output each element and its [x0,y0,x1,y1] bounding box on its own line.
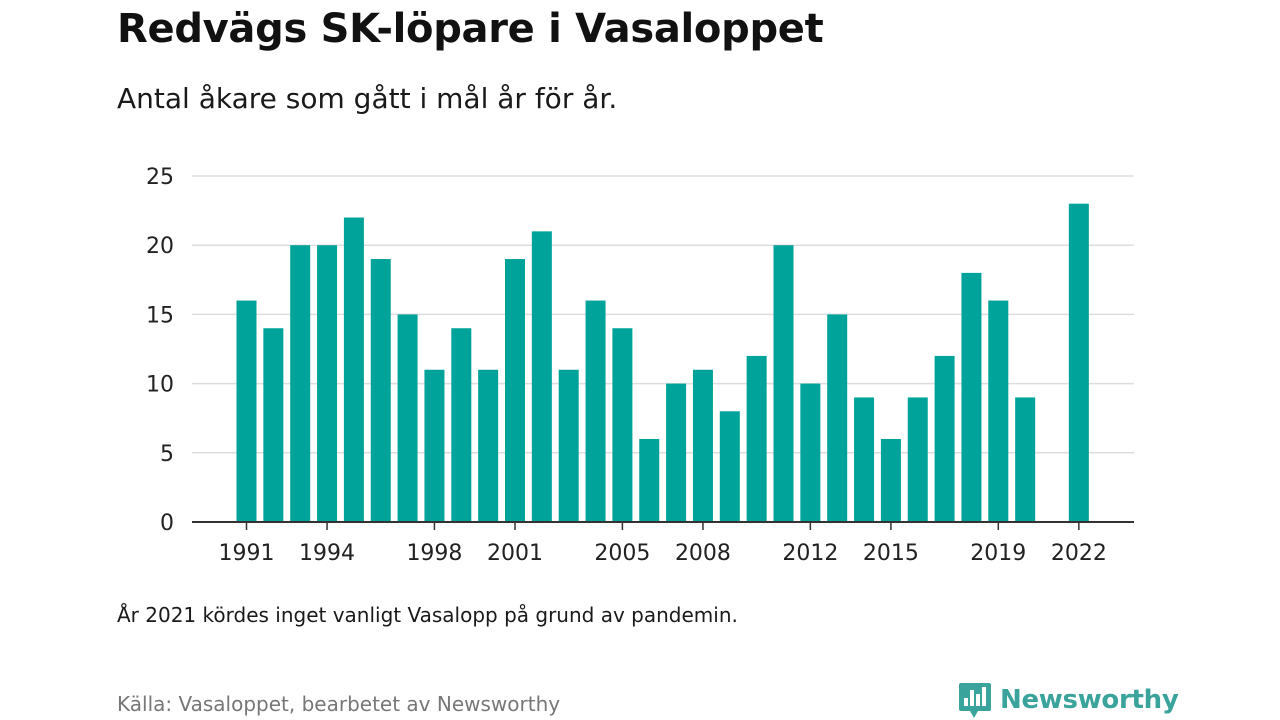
bar-2000 [478,369,499,522]
bar-2012 [800,383,821,522]
bar-2010 [746,355,767,522]
bar-1991 [236,300,257,522]
bar-2008 [692,369,713,522]
y-tick-label: 20 [146,234,174,259]
bar-1993 [290,245,311,522]
x-tick-label: 2022 [1051,541,1107,566]
source-text: Källa: Vasaloppet, bearbetet av Newswort… [117,692,561,716]
x-axis-ticks: 1991 1994 1998 2001 2005 2008 2012 2015 2019 2022 [219,522,1107,566]
bar-2014 [854,397,875,522]
bar-1998 [424,369,445,522]
brand-name: Newsworthy [1000,685,1179,715]
bar-2003 [558,369,579,522]
newsworthy-brand[interactable]: Newsworthy [958,680,1179,720]
bar-2020 [1015,397,1036,522]
y-tick-label: 25 [146,165,174,190]
chart-note: År 2021 kördes inget vanligt Vasalopp på… [117,603,738,627]
bars [236,203,1089,523]
y-axis-ticks: 0 5 10 15 20 25 [146,165,174,536]
bar-chart: 0 5 10 15 20 25 1991 1994 1998 2001 2005 2008 2012 2… [146,165,1134,566]
y-tick-label: 5 [160,442,174,467]
bar-1992 [263,328,284,522]
x-tick-label: 1994 [299,541,355,566]
bar-1994 [317,245,338,522]
x-tick-label: 2019 [970,541,1026,566]
bar-2015 [880,438,901,522]
bar-2011 [773,245,794,522]
x-tick-label: 2005 [594,541,650,566]
y-tick-label: 15 [146,303,174,328]
bar-1999 [451,328,472,522]
newsworthy-logo-icon [959,683,991,718]
chart-title: Redvägs SK-löpare i Vasaloppet [117,6,824,52]
bar-2013 [827,314,848,522]
bar-2007 [666,383,687,522]
bar-2005 [612,328,633,522]
x-tick-label: 2008 [675,541,731,566]
bar-1995 [343,217,364,522]
x-tick-label: 2001 [487,541,543,566]
x-tick-label: 1991 [219,541,275,566]
chart-subtitle: Antal åkare som gått i mål år för år. [117,82,618,115]
x-tick-label: 2012 [782,541,838,566]
y-tick-label: 0 [160,511,174,536]
bar-2001 [505,259,525,522]
bar-1996 [370,259,391,522]
bar-2004 [585,300,606,522]
bar-1997 [397,314,418,522]
x-tick-label: 2015 [863,541,919,566]
bar-2018 [961,272,982,522]
bar-2017 [934,355,955,522]
bar-2016 [907,397,928,522]
y-tick-label: 10 [146,373,174,398]
bar-2002 [531,231,552,523]
bar-2009 [719,411,740,522]
bar-2019 [988,300,1009,522]
bar-2006 [639,438,660,522]
bar-2022 [1068,203,1089,522]
x-tick-label: 1998 [406,541,462,566]
